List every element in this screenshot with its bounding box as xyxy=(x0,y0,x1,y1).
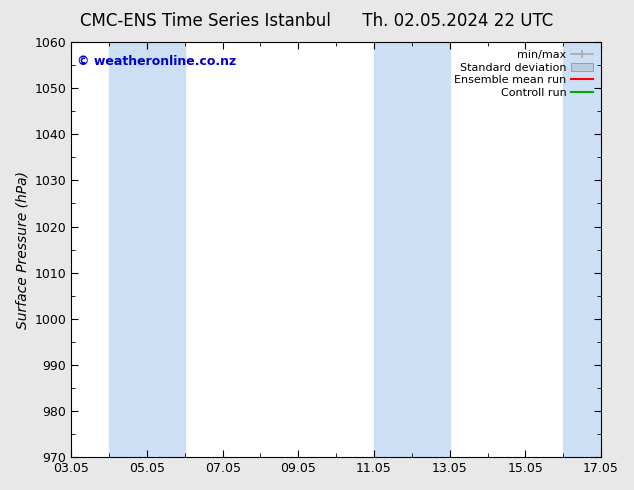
Bar xyxy=(109,42,185,457)
Bar xyxy=(374,42,450,457)
Bar xyxy=(563,42,620,457)
Legend: min/max, Standard deviation, Ensemble mean run, Controll run: min/max, Standard deviation, Ensemble me… xyxy=(452,48,595,100)
Text: CMC-ENS Time Series Istanbul      Th. 02.05.2024 22 UTC: CMC-ENS Time Series Istanbul Th. 02.05.2… xyxy=(81,12,553,30)
Y-axis label: Surface Pressure (hPa): Surface Pressure (hPa) xyxy=(15,171,29,329)
Text: © weatheronline.co.nz: © weatheronline.co.nz xyxy=(77,54,236,68)
